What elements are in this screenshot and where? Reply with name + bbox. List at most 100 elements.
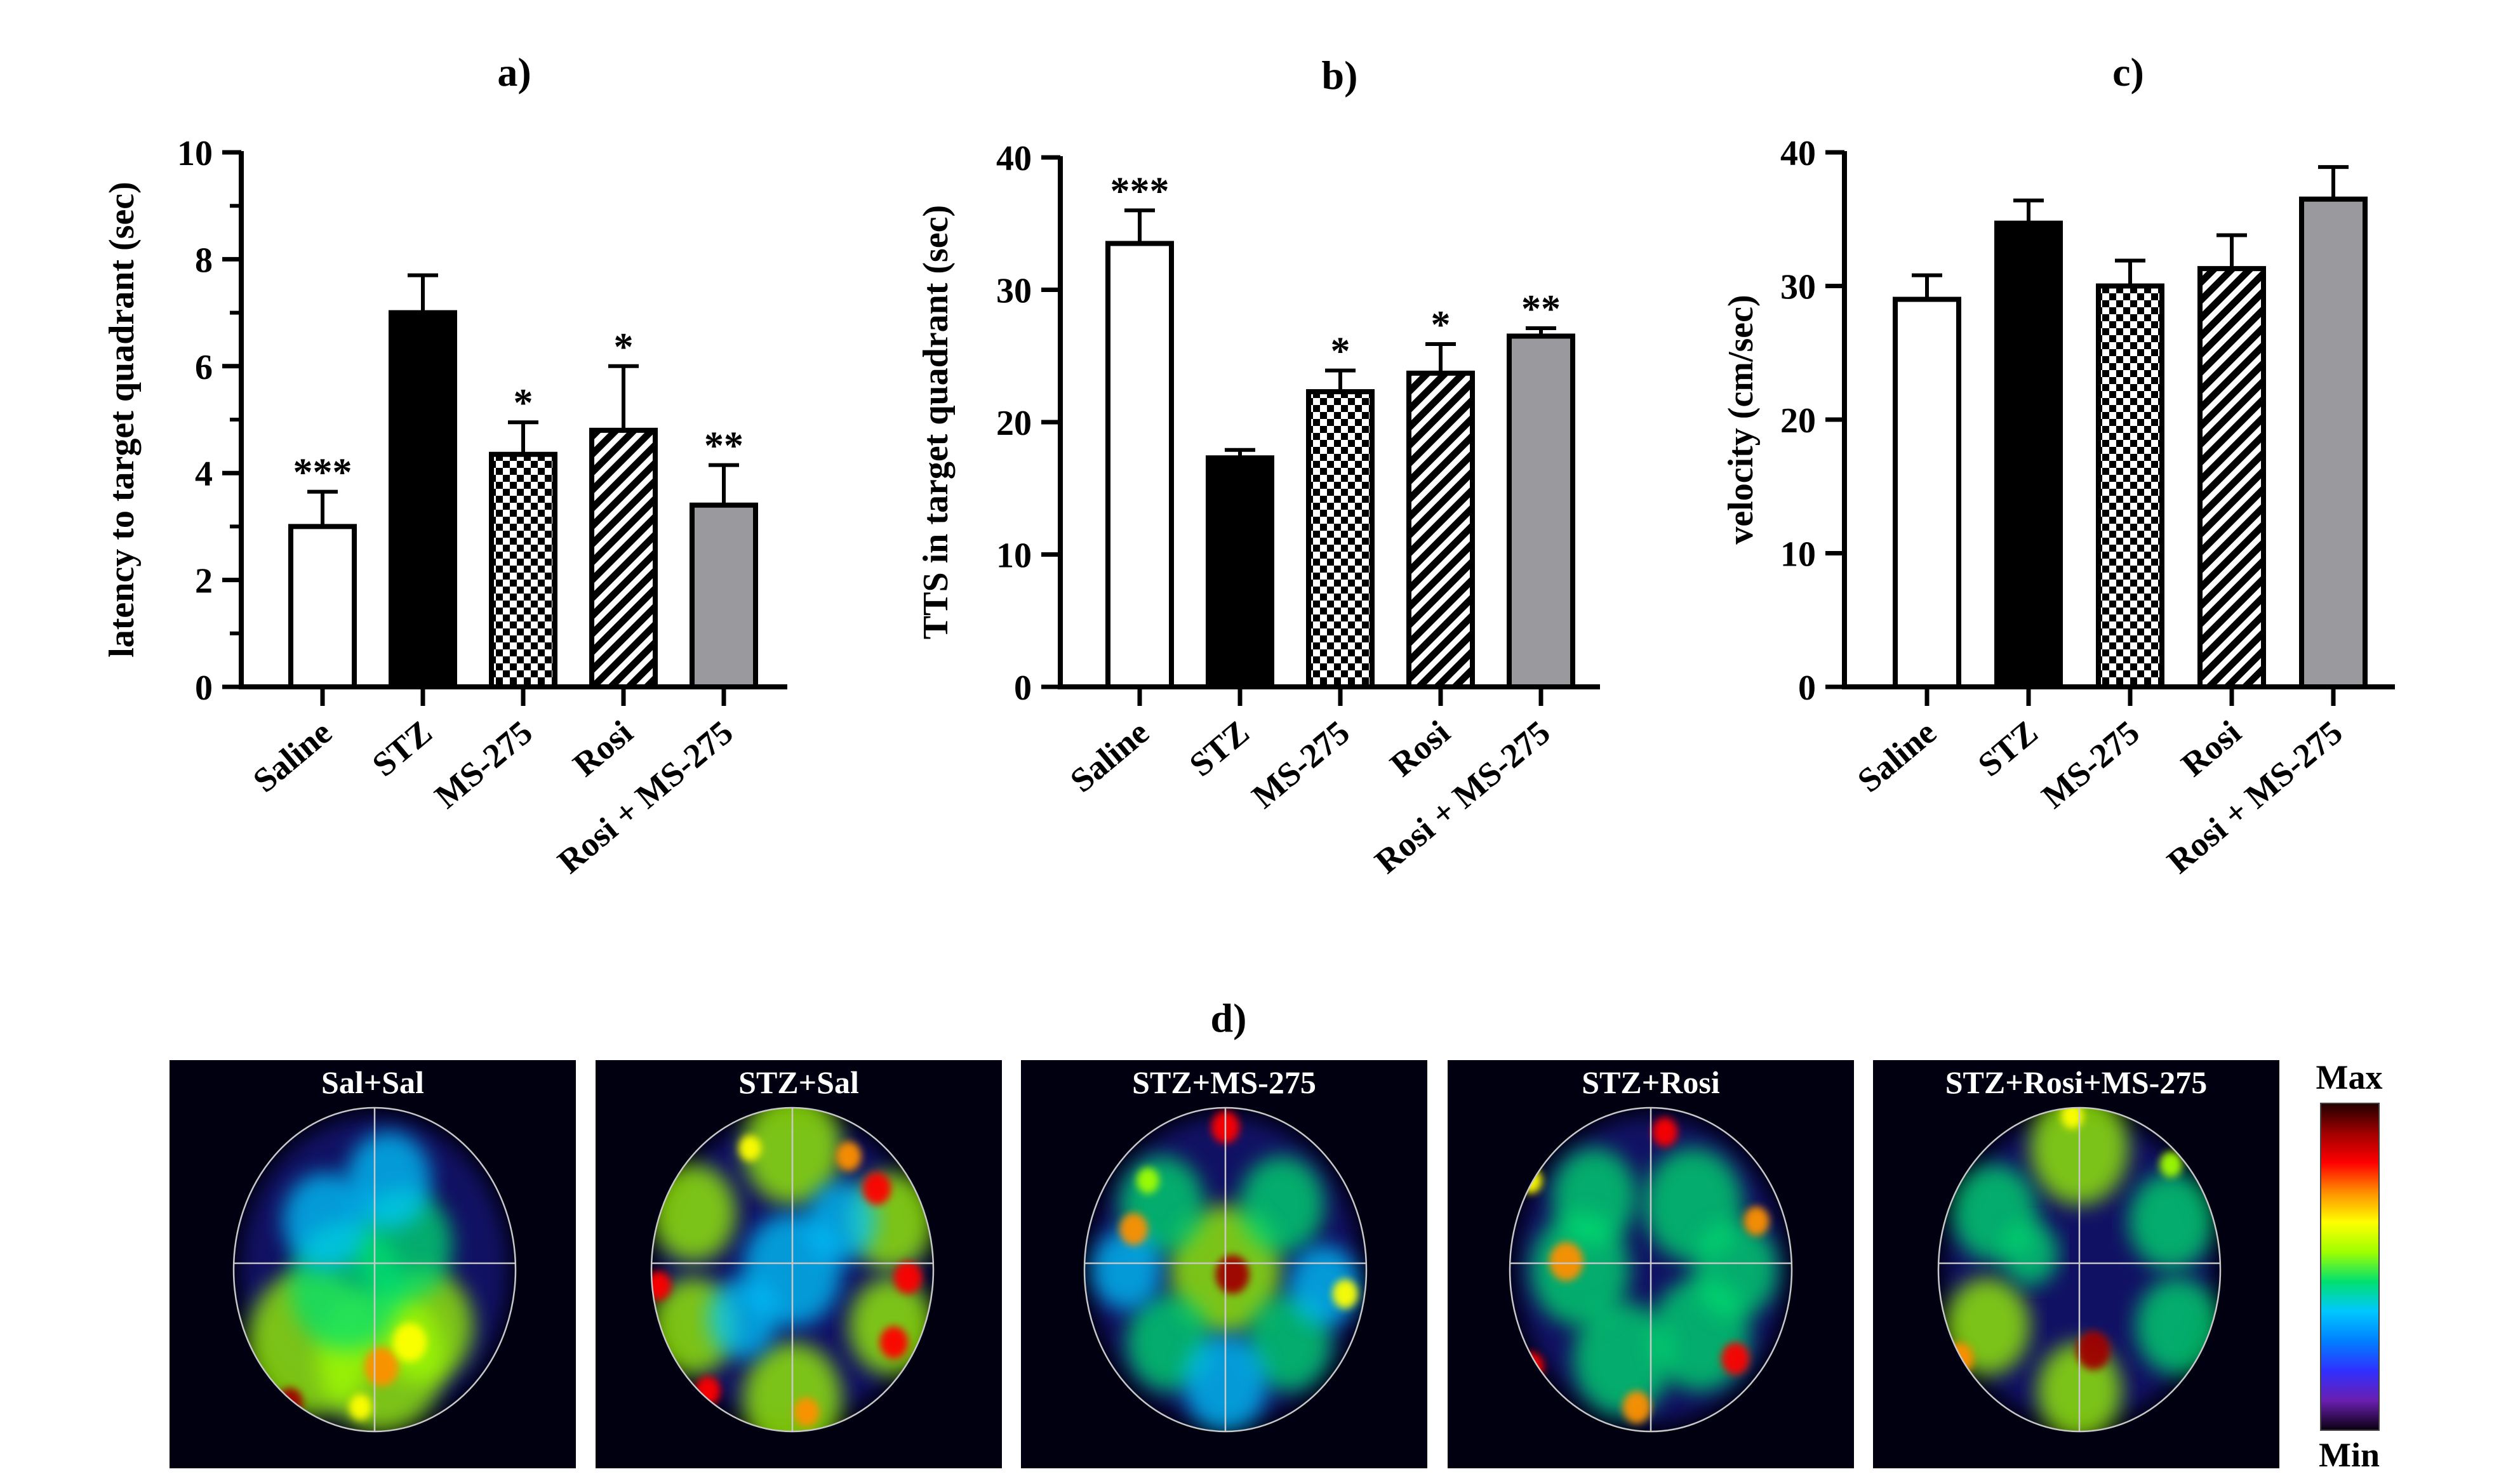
heat-blob (1573, 1302, 1672, 1416)
heatmap-title: STZ+Rosi+MS-275 (1945, 1065, 2208, 1100)
bar-ms-275 (1306, 389, 1375, 689)
significance-label: * (614, 326, 634, 369)
x-tick-label: Rosi (566, 713, 640, 784)
y-tick-label: 20 (1780, 401, 1816, 441)
heat-blob (1215, 1255, 1250, 1294)
heatmap-3: STZ+MS-275 (1021, 1060, 1427, 1468)
panel-title: b) (1322, 53, 1358, 98)
y-tick-label: 10 (1780, 535, 1816, 574)
heat-blob (346, 1132, 431, 1230)
colorbar: Max Min (2316, 1058, 2383, 1474)
heat-blob (848, 1277, 933, 1375)
heat-blob (1652, 1117, 1678, 1147)
panel-title: a) (497, 50, 531, 95)
heatmap-4: STZ+Rosi (1448, 1060, 1854, 1468)
y-tick-label: 20 (996, 404, 1032, 443)
heat-blob (283, 1172, 368, 1270)
y-axis-label: latency to target quadrant (sec) (102, 182, 142, 658)
bar-rosi-ms-275 (1507, 333, 1575, 689)
significance-label: * (1331, 330, 1350, 373)
heat-blob (349, 1394, 372, 1421)
bar-rosi (589, 427, 658, 690)
heat-blob (2076, 1331, 2110, 1371)
significance-label: ** (1521, 288, 1561, 331)
y-tick-label: 4 (195, 455, 213, 494)
significance-label: *** (1110, 169, 1170, 213)
panel-title: c) (2112, 50, 2144, 95)
bar-stz (1994, 220, 2063, 689)
bar-saline (1893, 296, 1961, 689)
heat-blob (2159, 1151, 2183, 1178)
y-tick-label: 6 (195, 348, 213, 387)
heat-blob (1549, 1242, 1583, 1281)
bar-rosi (2197, 266, 2266, 689)
heat-blob (1137, 1167, 1159, 1194)
y-tick-label: 40 (1780, 134, 1816, 173)
significance-label: ** (704, 425, 743, 468)
bar-rosi-ms-275 (2299, 196, 2368, 689)
heat-blob (2135, 1277, 2220, 1375)
y-tick-label: 30 (1780, 268, 1816, 307)
heat-blob (392, 1323, 427, 1362)
x-tick-label: Saline (1850, 713, 1943, 800)
heat-blob (2128, 1172, 2213, 1270)
chart-3: c) velocity (cm/sec) 0 10 20 30 40 Saline STZMS-… (1721, 50, 2395, 881)
bar-stz (389, 310, 457, 690)
bar-rosi (1406, 370, 1475, 689)
heat-blob (1332, 1279, 1358, 1309)
y-tick-label: 0 (1798, 668, 1816, 708)
x-tick-label: STZ (1971, 713, 2045, 784)
heatmap-1: Sal+Sal (170, 1060, 576, 1468)
x-tick-label: MS-275 (427, 713, 539, 816)
x-tick-label: Rosi (1383, 713, 1457, 784)
heatmap-title: STZ+MS-275 (1132, 1065, 1316, 1100)
y-tick-label: 30 (996, 272, 1032, 311)
y-axis-label: TTS in target quadrant (sec) (916, 205, 956, 639)
y-axis-label: velocity (cm/sec) (1721, 295, 1761, 544)
x-tick-label: Saline (1063, 713, 1156, 800)
bar-saline (288, 524, 357, 690)
heat-blob (806, 1180, 877, 1262)
y-tick-label: 40 (996, 139, 1032, 178)
x-tick-label: Saline (246, 713, 339, 800)
heat-blob (364, 1347, 399, 1386)
x-tick-label: Rosi (2174, 713, 2248, 784)
bar-saline (1105, 241, 1174, 689)
heat-blob (1091, 1229, 1163, 1310)
y-tick-label: 2 (195, 562, 213, 601)
bar-ms-275 (2096, 283, 2164, 689)
bar-rosi-ms-275 (690, 502, 758, 689)
bar-stz (1206, 455, 1274, 689)
y-tick-label: 8 (195, 241, 213, 280)
heat-blob (1622, 1391, 1651, 1424)
y-tick-label: 10 (177, 134, 213, 173)
heat-blob (1721, 1342, 1750, 1375)
heat-blob (1693, 1221, 1778, 1318)
heatmap-5: STZ+Rosi+MS-275 (1873, 1060, 2279, 1468)
panel-title: d) (1211, 995, 1247, 1040)
heatmap-title: Sal+Sal (321, 1065, 424, 1100)
heat-blob (1239, 1156, 1324, 1254)
heat-blob (836, 1141, 862, 1171)
heat-blob (738, 1135, 762, 1162)
significance-label: * (1431, 303, 1451, 347)
colorbar-max-label: Max (2316, 1058, 2383, 1096)
x-tick-label: Rosi + MS-275 (550, 713, 740, 880)
heat-blob (879, 1326, 909, 1359)
heatmap-title: STZ+Sal (738, 1065, 859, 1100)
x-tick-label: Rosi + MS-275 (1368, 713, 1557, 880)
bar-ms-275 (489, 451, 557, 689)
significance-label: *** (293, 451, 352, 495)
heat-density (1517, 1115, 1785, 1424)
colorbar-min-label: Min (2319, 1436, 2380, 1474)
y-tick-label: 10 (996, 536, 1032, 576)
chart-2: b) TTS in target quadrant (sec) 0 10 20 30 40 S… (916, 53, 1600, 881)
heat-blob (707, 1277, 778, 1359)
y-tick-label: 0 (1014, 668, 1032, 708)
heatmap-2: STZ+Sal (596, 1060, 1002, 1468)
heat-blob (1119, 1212, 1148, 1245)
heat-blob (1743, 1206, 1770, 1236)
heat-blob (2061, 1108, 2084, 1129)
colorbar-gradient (2320, 1103, 2380, 1431)
y-tick-label: 0 (195, 668, 213, 708)
